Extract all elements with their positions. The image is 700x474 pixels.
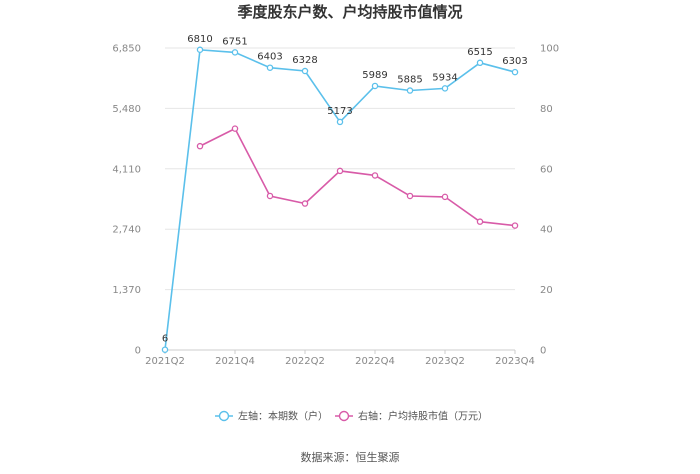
right-tick-label: 40 xyxy=(540,225,553,236)
series-1-point xyxy=(161,346,169,353)
series-1-point xyxy=(511,68,519,76)
series-1-point xyxy=(441,85,449,92)
legend-label: 左轴：本期数（户） xyxy=(238,410,328,423)
left-tick-label: 4,110 xyxy=(112,164,141,175)
series-2-point xyxy=(196,142,204,150)
series-2-point xyxy=(476,218,484,225)
x-tick-label: 2022Q4 xyxy=(355,356,395,367)
legend[interactable]: 左轴：本期数（户） 右轴：户均持股市值（万元） xyxy=(215,410,488,423)
data-label: 6515 xyxy=(467,47,492,58)
series-layer: 6 6810 6751 6403 6328 5173 5989 5885 5934 6515 630… xyxy=(161,34,528,353)
series-line-1 xyxy=(164,48,516,350)
right-tick-label: 60 xyxy=(540,164,553,175)
right-tick-label: 100 xyxy=(540,44,559,55)
left-tick-label: 1,370 xyxy=(112,285,141,296)
data-label: 5989 xyxy=(362,70,387,81)
right-tick-label: 20 xyxy=(540,285,553,296)
series-1-point xyxy=(406,87,414,94)
series-1-point xyxy=(336,118,344,126)
series-2-point xyxy=(406,192,414,200)
legend-marker-icon xyxy=(218,410,230,422)
series-1-point xyxy=(476,59,484,67)
series-2-point xyxy=(266,192,274,200)
data-label: 5173 xyxy=(327,106,352,117)
left-tick-label: 0 xyxy=(135,346,141,357)
left-tick-label: 2,740 xyxy=(112,225,141,236)
chart-title: 季度股东户数、户均持股市值情况 xyxy=(237,3,462,21)
series-line-2 xyxy=(199,127,516,227)
series-2-point xyxy=(301,200,309,207)
x-axis-ticks: 2021Q2 2021Q4 2022Q2 2022Q4 2023Q2 2023Q4 xyxy=(145,350,535,367)
right-axis-ticks: 0 20 40 60 80 100 xyxy=(540,44,559,357)
right-tick-label: 0 xyxy=(540,346,546,357)
legend-marker-icon xyxy=(338,410,350,422)
x-tick-label: 2021Q4 xyxy=(215,356,255,367)
left-axis-ticks: 0 1,370 2,740 4,110 5,480 6,850 xyxy=(112,44,141,357)
legend-label: 右轴：户均持股市值（万元） xyxy=(358,410,488,423)
series-2-point xyxy=(231,125,239,132)
x-tick-label: 2023Q2 xyxy=(425,356,465,367)
right-tick-label: 80 xyxy=(540,104,553,115)
series-2-point xyxy=(371,172,379,179)
left-tick-label: 6,850 xyxy=(112,44,141,55)
left-tick-label: 5,480 xyxy=(112,104,141,115)
x-tick-label: 2022Q2 xyxy=(285,356,325,367)
series-1-point xyxy=(301,67,309,75)
data-label: 6303 xyxy=(502,56,527,67)
series-1-point xyxy=(266,64,274,71)
source-note: 数据来源：恒生聚源 xyxy=(301,450,400,464)
legend-item-2[interactable]: 右轴：户均持股市值（万元） xyxy=(335,410,488,423)
data-label: 5934 xyxy=(432,72,457,83)
data-label: 6751 xyxy=(222,36,247,47)
series-1-point xyxy=(371,82,379,90)
data-label: 6 xyxy=(162,334,168,345)
grid-lines xyxy=(165,47,515,351)
series-2-point xyxy=(511,222,519,229)
series-1-point xyxy=(196,46,204,54)
data-label: 6403 xyxy=(257,52,282,63)
x-tick-label: 2023Q4 xyxy=(495,356,535,367)
series-1-point xyxy=(231,49,239,56)
legend-item-1[interactable]: 左轴：本期数（户） xyxy=(215,410,328,423)
data-label: 6810 xyxy=(187,34,212,45)
series-2-point xyxy=(441,193,449,201)
x-tick-label: 2021Q2 xyxy=(145,356,185,367)
data-label: 6328 xyxy=(292,55,317,66)
data-label: 5885 xyxy=(397,75,422,86)
series-2-point xyxy=(336,167,344,175)
